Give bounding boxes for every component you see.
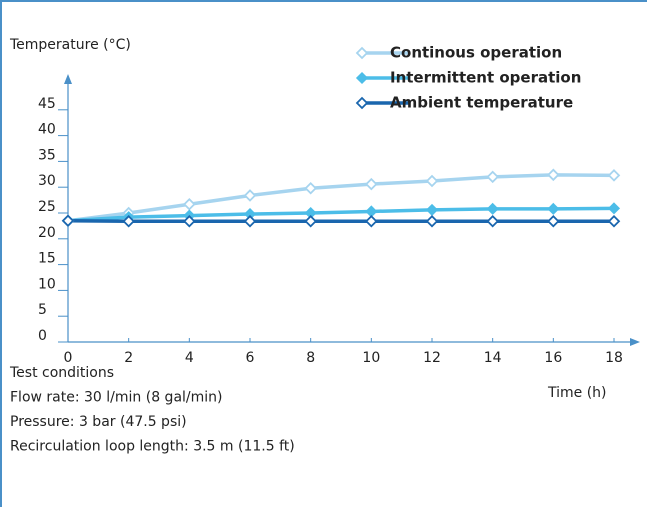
annotation: Test conditions <box>9 365 114 381</box>
y-tick-label: 10 <box>38 276 56 292</box>
legend-label: Continous operation <box>390 44 562 62</box>
y-tick-label: 45 <box>38 96 56 112</box>
legend-marker <box>355 46 369 60</box>
x-tick-label: 8 <box>306 350 315 366</box>
point-marker <box>183 214 196 228</box>
y-tick-label: 0 <box>38 328 47 344</box>
point-marker <box>607 169 621 182</box>
y-tick-label: 5 <box>38 302 47 318</box>
point-marker <box>122 214 135 228</box>
x-axis-label: Time (h) <box>547 385 607 401</box>
x-tick-label: 10 <box>362 350 380 366</box>
point-marker <box>243 214 257 228</box>
point-marker <box>365 214 378 228</box>
point-marker <box>304 181 317 195</box>
point-marker <box>547 202 560 215</box>
point-marker <box>547 168 560 182</box>
annotation: Flow rate: 30 l/min (8 gal/min) <box>10 390 223 406</box>
point-marker <box>425 214 439 228</box>
y-tick-label: 30 <box>38 173 56 189</box>
y-tick-label: 35 <box>38 147 56 163</box>
legend-marker <box>355 96 369 110</box>
point-marker <box>304 214 317 228</box>
y-tick-label: 20 <box>38 225 56 241</box>
x-tick-label: 0 <box>64 350 73 366</box>
y-axis-label: Temperature (°C) <box>9 37 131 53</box>
point-marker <box>365 177 378 191</box>
legend-label: Intermittent operation <box>390 69 581 87</box>
point-marker <box>61 214 75 228</box>
series-line <box>67 218 614 224</box>
y-axis-arrow <box>64 74 72 84</box>
series-line <box>67 173 615 223</box>
point-marker <box>243 189 257 202</box>
point-marker <box>425 174 439 188</box>
x-tick-label: 6 <box>246 350 255 366</box>
x-tick-label: 14 <box>484 350 502 366</box>
point-marker <box>486 214 499 228</box>
point-marker <box>486 202 499 215</box>
x-tick-label: 16 <box>544 350 562 366</box>
y-tick-label: 25 <box>38 199 56 215</box>
point-marker <box>183 197 196 211</box>
legend-label: Ambient temperature <box>390 94 573 112</box>
point-marker <box>425 203 439 216</box>
y-tick-label: 15 <box>38 251 56 267</box>
annotation: Recirculation loop length: 3.5 m (11.5 f… <box>10 439 295 455</box>
x-tick-label: 2 <box>124 350 133 366</box>
x-tick-label: 12 <box>423 350 441 366</box>
series-line <box>67 206 615 223</box>
annotation: Pressure: 3 bar (47.5 psi) <box>10 414 187 430</box>
legend-marker <box>355 71 369 85</box>
x-axis-arrow <box>630 338 640 346</box>
point-marker <box>607 202 621 215</box>
x-tick-label: 18 <box>605 350 623 366</box>
point-marker <box>607 214 621 228</box>
point-marker <box>365 205 378 218</box>
x-tick-label: 4 <box>185 350 194 366</box>
y-tick-label: 40 <box>38 122 56 138</box>
point-marker <box>486 170 499 184</box>
point-marker <box>547 214 560 228</box>
